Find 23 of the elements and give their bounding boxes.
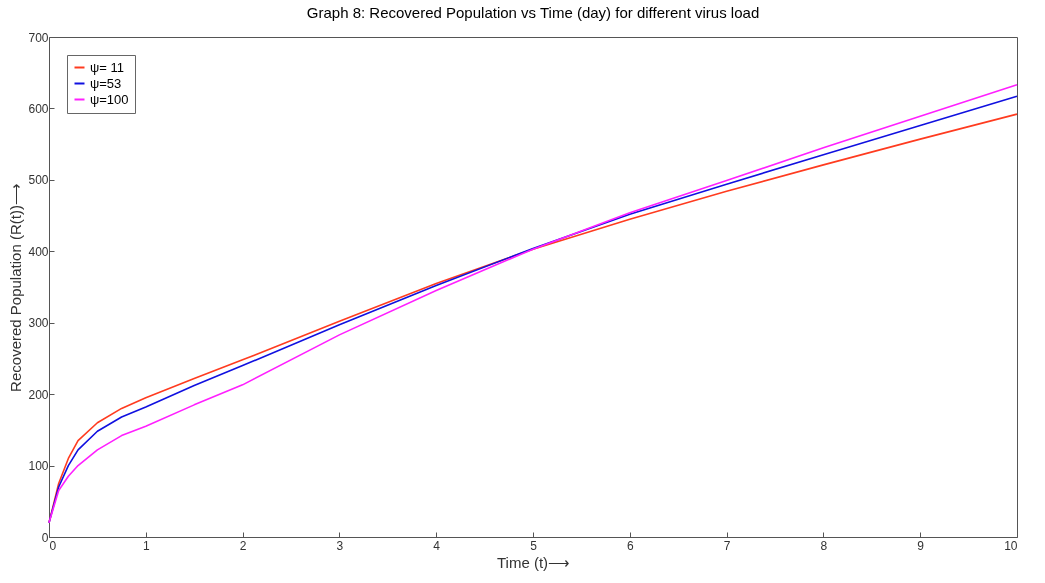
legend-label: ψ= 11: [90, 59, 124, 75]
y-tick-label: 500: [28, 173, 49, 188]
y-tick-label: 400: [28, 244, 49, 259]
y-tick-label: 600: [28, 101, 49, 116]
x-tick-label: 10: [1004, 538, 1018, 553]
x-axis-title: Time (t)⟶: [496, 553, 571, 571]
chart-title: Graph 8: Recovered Population vs Time (day) for different virus load: [306, 4, 760, 21]
x-tick-label: 2: [239, 538, 247, 553]
y-tick-label: 300: [28, 316, 49, 331]
x-tick-label: 6: [626, 538, 634, 553]
y-tick-label: 100: [28, 459, 49, 474]
x-tick-label: 8: [820, 538, 828, 553]
x-tick-label: 5: [530, 538, 538, 553]
legend-label: ψ=100: [90, 91, 129, 107]
y-axis-title: Recovered Population (R(t))⟶: [7, 183, 25, 392]
x-tick-label: 3: [336, 538, 344, 553]
y-tick-label: 200: [28, 387, 49, 402]
x-tick-label: 7: [723, 538, 731, 553]
y-tick-label: 700: [28, 30, 49, 45]
x-tick-label: 4: [433, 538, 441, 553]
x-tick-label: 9: [917, 538, 925, 553]
x-tick-label: 1: [142, 538, 150, 553]
legend-label: ψ=53: [90, 75, 122, 91]
